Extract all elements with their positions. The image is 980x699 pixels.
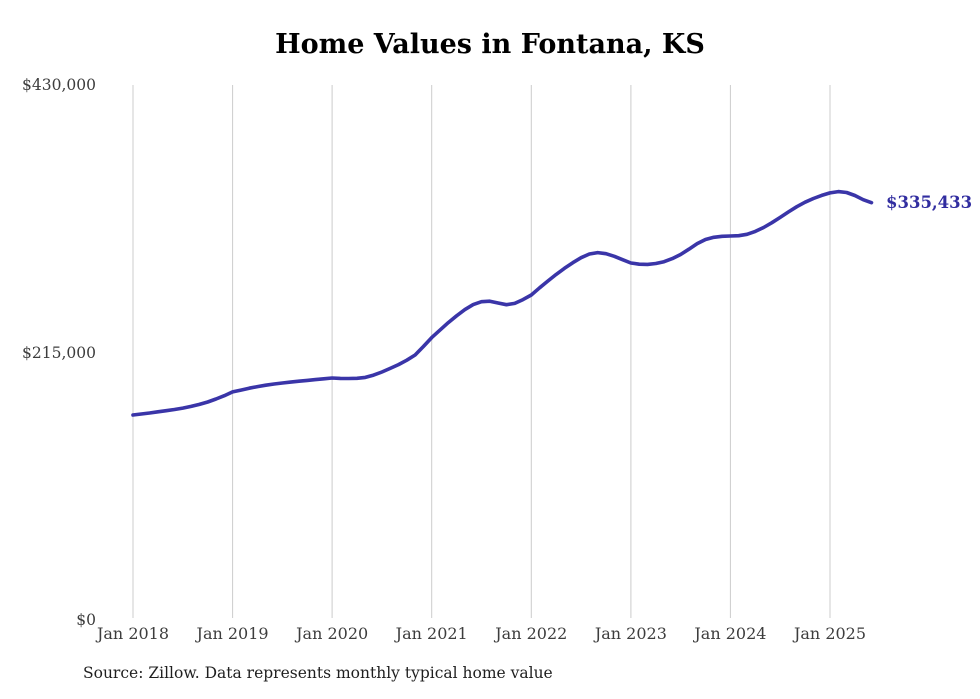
x-axis-tick-label: Jan 2021 xyxy=(395,624,468,643)
x-axis-tick-label: Jan 2019 xyxy=(196,624,269,643)
home-value-line xyxy=(131,189,874,417)
x-axis-tick-label: Jan 2025 xyxy=(793,624,867,643)
y-axis-tick-label: $0 xyxy=(76,611,96,629)
chart-title: Home Values in Fontana, KS xyxy=(275,29,705,60)
y-axis-tick-label: $215,000 xyxy=(22,343,96,362)
y-axis-tick-label: $430,000 xyxy=(22,76,96,94)
source-note: Source: Zillow. Data represents monthly … xyxy=(83,664,553,682)
x-axis-tick-label: Jan 2024 xyxy=(694,624,767,643)
latest-value-label: $335,433 xyxy=(886,192,973,212)
x-axis-tick-label: Jan 2023 xyxy=(594,624,667,643)
x-axis-tick-label: Jan 2018 xyxy=(96,624,170,643)
x-axis-tick-label: Jan 2022 xyxy=(495,624,568,643)
x-axis-tick-label: Jan 2020 xyxy=(296,624,369,643)
